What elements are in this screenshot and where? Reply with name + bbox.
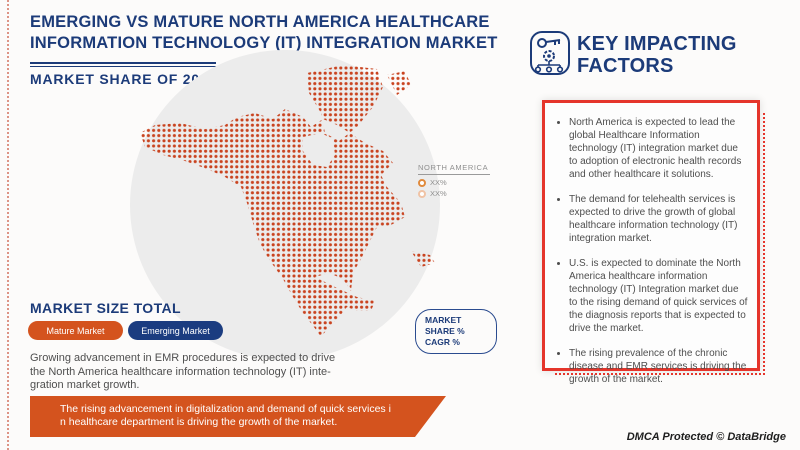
key-factor-item: U.S. is expected to dominate the North A… — [569, 257, 749, 335]
north-america-silhouette — [140, 65, 435, 337]
title-divider — [30, 62, 216, 67]
gear-icon — [543, 50, 555, 62]
key-factors-box: North America is expected to lead the gl… — [542, 100, 765, 385]
pie-icon — [418, 178, 426, 187]
subtitle-market-share: MARKET SHARE OF 2021 — [30, 71, 218, 87]
region-cagr-row: XX% — [418, 189, 490, 198]
page-title-line1: EMERGING VS MATURE NORTH AMERICA HEALTHC… — [30, 13, 490, 31]
region-share-row: XX% — [418, 178, 490, 187]
region-cagr-value: XX% — [430, 189, 447, 198]
key-factor-item: North America is expected to lead the gl… — [569, 116, 749, 181]
key-factors-heading-line2: FACTORS — [577, 55, 674, 77]
key-factor-item: The demand for telehealth services is ex… — [569, 193, 749, 245]
key-factors-heading: KEY IMPACTING FACTORS — [577, 33, 737, 77]
north-america-dot-map — [140, 65, 435, 337]
legend-emerging-market: Emerging Market — [128, 321, 223, 340]
network-node-icon — [556, 66, 564, 73]
key-factors-heading-line1: KEY IMPACTING — [577, 33, 737, 55]
banner-line2: n healthcare department is driving the g… — [60, 416, 338, 428]
market-description-line3: gration market growth. — [30, 379, 140, 391]
key-factors-list: North America is expected to lead the gl… — [569, 116, 749, 386]
market-share-cagr-badge: MARKET SHARE % CAGR % — [415, 309, 497, 354]
key-factor-item: The rising prevalence of the chronic dis… — [569, 347, 749, 386]
badge-line2: CAGR % — [425, 337, 460, 347]
key-factors-icon — [530, 31, 570, 75]
market-size-title: MARKET SIZE TOTAL — [30, 300, 181, 316]
network-node-icon — [534, 66, 542, 73]
region-share-value: XX% — [430, 178, 447, 187]
legend-mature-market: Mature Market — [28, 321, 123, 340]
highlight-banner: The rising advancement in digitalization… — [30, 396, 446, 437]
market-legend: Mature Market Emerging Market — [28, 321, 223, 340]
dmca-footer: DMCA Protected © DataBridge — [626, 431, 786, 443]
market-description: Growing advancement in EMR procedures is… — [30, 352, 335, 393]
banner-line1: The rising advancement in digitalization… — [60, 403, 391, 415]
market-description-line1: Growing advancement in EMR procedures is… — [30, 352, 336, 364]
page-title: EMERGING VS MATURE NORTH AMERICA HEALTHC… — [30, 12, 498, 54]
page-title-line2: INFORMATION TECHNOLOGY (IT) INTEGRATION … — [30, 34, 498, 52]
map-region-label: NORTH AMERICA XX% XX% — [418, 163, 490, 200]
left-dotted-border — [7, 0, 9, 450]
market-description-line2: the North America healthcare information… — [30, 365, 331, 378]
badge-line1: MARKET SHARE % — [425, 315, 465, 336]
pie-icon-light — [418, 189, 426, 198]
key-icon — [537, 38, 547, 48]
network-node-icon — [545, 66, 553, 73]
region-name: NORTH AMERICA — [418, 163, 490, 175]
